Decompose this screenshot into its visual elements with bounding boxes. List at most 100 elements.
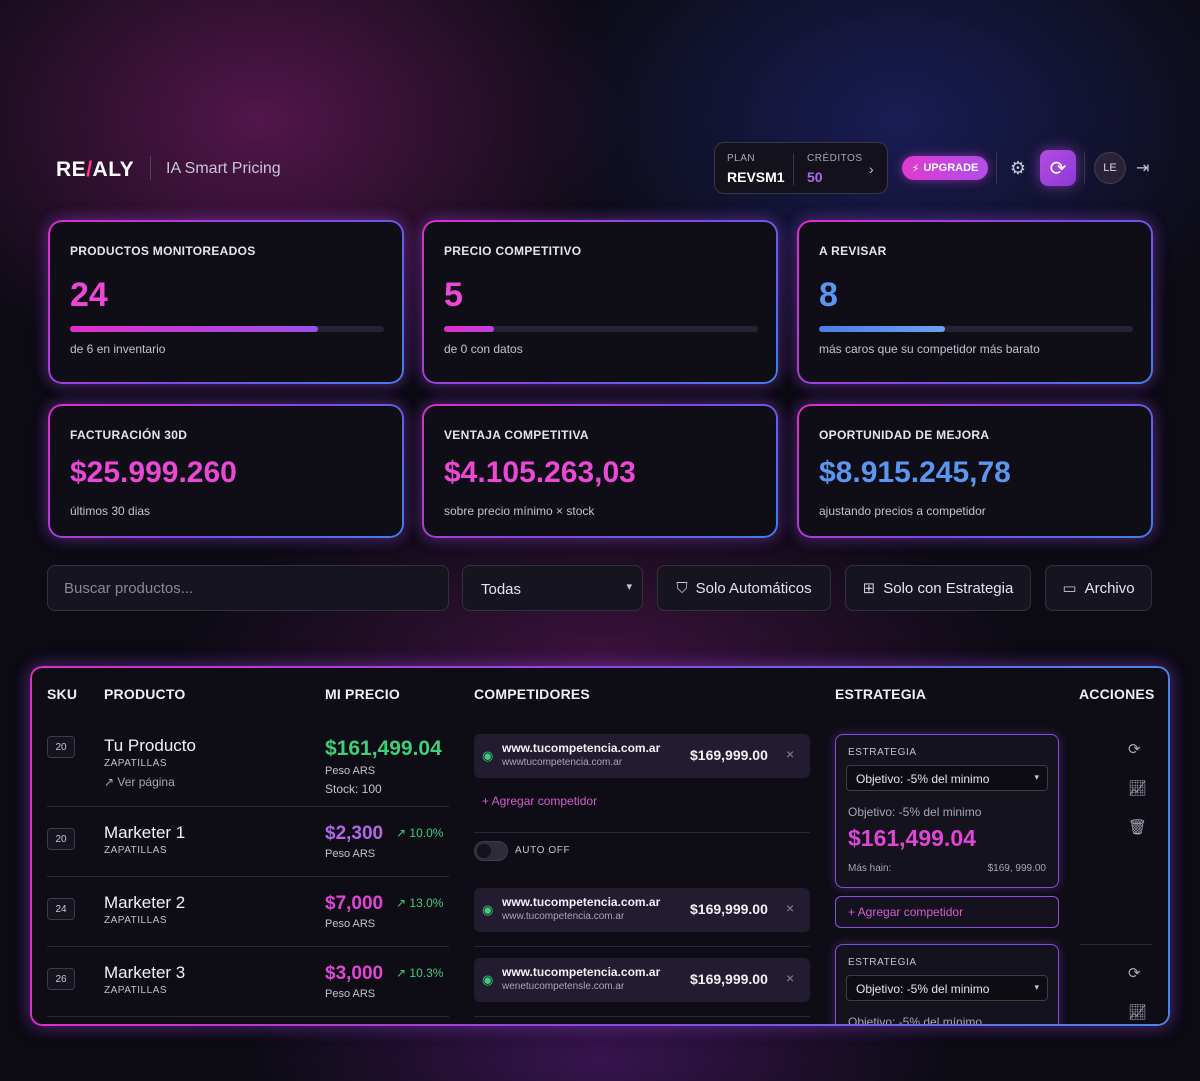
close-icon[interactable]: × [786,746,795,762]
strategy-price: $161,499.04 [848,825,976,851]
strategy-select[interactable]: Objetivo: -5% del minimo ▾ [846,975,1048,1001]
logo-slash: / [86,158,93,181]
avatar[interactable]: LE [1094,152,1126,184]
trend-value: 13.0% [409,896,444,910]
auto-toggle-label: AUTO OFF [515,845,571,856]
stat-title: PRECIO COMPETITIVO [444,244,582,258]
row-divider [1080,944,1152,945]
strategy-label: ESTRATEGIA [848,747,917,758]
refresh-icon[interactable]: ⟳ [1128,741,1141,758]
strategy-select-value: Objetivo: -5% del minimo [856,772,990,786]
chevron-right-icon: › [869,161,874,177]
stat-subtitle: últimos 30 dias [70,504,151,518]
stat-card-monitored: PRODUCTOS MONITOREADOS 24 de 6 en invent… [48,220,404,384]
stat-title: PRODUCTOS MONITOREADOS [70,244,256,258]
search-input[interactable] [47,565,449,611]
stat-title: FACTURACIÓN 30D [70,428,188,442]
plan-credits-box[interactable]: PLAN REVSM1 CRÉDITOS 50 › [714,142,888,194]
add-competitor-link[interactable]: + Agregar competidor [482,794,598,808]
chevron-down-icon: ▾ [1034,982,1039,992]
eye-icon[interactable]: ◉ [482,972,494,987]
header: RE/ALY IA Smart Pricing PLAN REVSM1 CRÉD… [56,142,1156,196]
filter-strategy-button[interactable]: ⊞ Solo con Estrategia [845,565,1031,611]
stat-subtitle: más caros que su competidor más barato [819,342,1040,356]
logout-icon[interactable]: ⇥ [1136,160,1150,177]
competitor-url-sub: wwwtucompetencia.com.ar [502,757,623,768]
sku-badge: 20 [47,736,75,758]
trend-up-icon: ↗ [396,966,410,980]
eye-icon[interactable]: ◉ [482,902,494,917]
stat-value: $25.999.260 [70,456,237,489]
settings-icon[interactable]: ⚙ [1009,158,1027,178]
archive-icon: ▭ [1062,580,1077,597]
stat-subtitle: sobre precio mínimo × stock [444,504,595,518]
logo-right: ALY [92,158,135,181]
progress-track [70,326,384,332]
product-category: ZAPATILLAS [104,758,167,769]
competitor-url: www.tucompetencia.com.ar [502,895,661,909]
stat-card-advantage: VENTAJA COMPETITIVA $4.105.263,03 sobre … [422,404,778,538]
competitor-price: $169,999.00 [690,971,768,987]
progress-track [819,326,1133,332]
product-name[interactable]: Marketer 2 [104,893,186,912]
strategy-add-competitor-button[interactable]: + Agregar competidor [835,896,1059,928]
header-divider [1084,152,1085,184]
progress-fill [70,326,319,332]
row-divider [474,946,810,947]
header-divider [996,152,997,184]
sku-badge: 26 [47,968,75,990]
product-name[interactable]: Tu Producto [104,736,196,755]
upgrade-button[interactable]: ⚡ UPGRADE [902,156,988,180]
bolt-icon: ⚡ [911,162,920,175]
my-price: $3,000 [325,963,384,984]
my-price: $2,300 [325,823,384,844]
refresh-icon[interactable]: ⟳ [1128,965,1141,982]
column-header-strategy: ESTRATEGIA [835,686,927,702]
sku-badge: 24 [47,898,75,920]
price-trend: ↗ 13.0% [396,896,443,910]
competitor-url-sub: wenetucompetensle.com.ar [502,981,625,992]
filter-auto-button[interactable]: ⛉ Solo Automáticos [657,565,831,611]
trend-value: 10.3% [409,966,444,980]
column-header-sku: SKU [47,686,78,702]
category-select[interactable]: Todas ▾ [462,565,643,611]
plan-divider [793,153,794,185]
product-name[interactable]: Marketer 1 [104,823,186,842]
chart-icon[interactable]: 📈︎ [1128,780,1148,797]
product-name[interactable]: Marketer 3 [104,963,186,982]
stat-title: VENTAJA COMPETITIVA [444,428,589,442]
stat-title: OPORTUNIDAD DE MEJORA [819,428,990,442]
column-header-actions: ACCIONES [1079,686,1155,702]
view-page-label: Ver página [117,775,175,789]
view-page-link[interactable]: ↗ Ver página [104,775,175,789]
row-divider [47,1016,449,1017]
archive-button[interactable]: ▭ Archivo [1045,565,1152,611]
competitor-url-sub: www.tucompetencia.com.ar [502,911,625,922]
stat-subtitle: ajustando precios a competidor [819,504,986,518]
my-price: $7,000 [325,893,384,914]
my-price: $161,499.04 [325,737,442,760]
external-link-icon: ↗ [104,775,118,789]
close-icon[interactable]: × [786,970,795,986]
row-divider [47,876,449,877]
stat-card-opportunity: OPORTUNIDAD DE MEJORA $8.915.245,78 ajus… [797,404,1153,538]
strategy-select[interactable]: Objetivo: -5% del minimo ▾ [846,765,1048,791]
price-trend: ↗ 10.0% [396,826,443,840]
plan-label: PLAN [727,153,756,164]
chart-icon[interactable]: 📈︎ [1128,1004,1148,1021]
competitor-price: $169,999.00 [690,747,768,763]
price-currency: Peso ARS [325,988,376,1000]
row-divider [474,1016,810,1017]
strategy-objective: Objetivo: -5% del mínimo [848,1015,983,1026]
eye-icon[interactable]: ◉ [482,748,494,763]
products-table: SKU PRODUCTO MI PRECIO COMPETIDORES ESTR… [30,666,1170,1026]
logo: RE/ALY [56,158,134,182]
sync-button[interactable]: ⟳ [1040,150,1076,186]
close-icon[interactable]: × [786,900,795,916]
row-divider [474,832,810,833]
trash-icon[interactable]: 🗑︎ [1128,819,1148,836]
auto-toggle[interactable] [474,841,508,861]
stat-value: 5 [444,276,463,314]
strategy-mas-value: $169, 999.00 [987,863,1046,874]
